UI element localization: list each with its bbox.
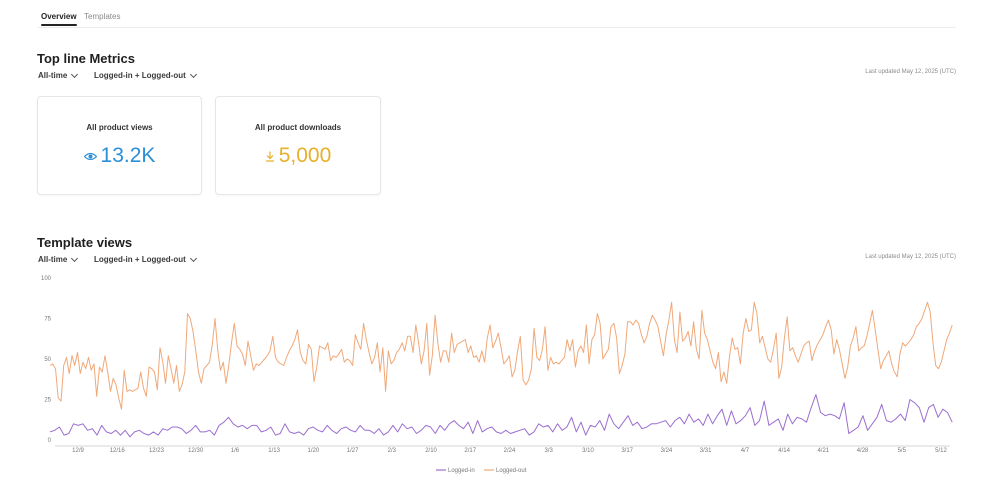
chevron-down-icon	[189, 254, 197, 262]
chevron-down-icon	[71, 70, 79, 78]
y-tick-label: 25	[44, 398, 51, 404]
user-filter-label: Logged-in + Logged-out	[94, 255, 186, 264]
user-filter-label: Logged-in + Logged-out	[94, 71, 186, 80]
x-tick-label: 12/16	[110, 448, 126, 454]
x-tick-label: 2/10	[425, 448, 437, 454]
card-title: All product downloads	[254, 123, 342, 132]
top-line-metrics-title: Top line Metrics	[37, 51, 135, 66]
last-updated-text: Last updated May 12, 2025 (UTC)	[865, 254, 956, 260]
x-tick-label: 3/10	[582, 448, 594, 454]
user-filter-dropdown[interactable]: Logged-in + Logged-out	[94, 70, 197, 80]
x-tick-label: 3/24	[661, 448, 673, 454]
series-line-logged-out	[49, 301, 953, 410]
views-count: 13.2K	[100, 144, 156, 167]
tab-overview[interactable]: Overview	[41, 12, 77, 26]
card-value: 13.2K	[38, 144, 201, 168]
tab-bar: Overview Templates	[38, 0, 956, 28]
x-tick-label: 12/9	[72, 448, 84, 454]
x-tick-label: 5/5	[898, 448, 907, 454]
x-tick-label: 12/30	[188, 448, 204, 454]
x-tick-label: 4/28	[857, 448, 869, 454]
x-tick-label: 3/17	[621, 448, 633, 454]
x-tick-label: 4/14	[778, 448, 790, 454]
x-tick-label: 4/7	[741, 448, 750, 454]
y-tick-label: 75	[44, 317, 51, 323]
y-tick-label: 0	[48, 438, 52, 444]
card-value: 5,000	[216, 144, 380, 168]
x-tick-label: 5/12	[935, 448, 947, 454]
time-filter-dropdown[interactable]: All-time	[38, 254, 79, 264]
y-tick-label: 100	[41, 276, 52, 282]
x-tick-label: 2/3	[388, 448, 397, 454]
last-updated-text: Last updated May 12, 2025 (UTC)	[865, 69, 956, 75]
x-tick-label: 3/3	[545, 448, 554, 454]
chevron-down-icon	[189, 70, 197, 78]
tab-templates[interactable]: Templates	[84, 12, 121, 21]
time-filter-dropdown[interactable]: All-time	[38, 70, 79, 80]
chevron-down-icon	[71, 254, 79, 262]
card-title: All product views	[86, 123, 153, 132]
template-views-title: Template views	[37, 235, 133, 250]
x-tick-label: 12/23	[149, 448, 165, 454]
download-icon	[265, 151, 274, 162]
downloads-count: 5,000	[278, 144, 332, 167]
time-filter-label: All-time	[38, 255, 68, 264]
series-line-logged-in	[49, 394, 953, 438]
x-tick-label: 1/27	[347, 448, 359, 454]
x-tick-label: 1/20	[308, 448, 320, 454]
x-tick-label: 3/31	[700, 448, 712, 454]
legend-entry: Logged-out	[496, 468, 527, 474]
user-filter-dropdown[interactable]: Logged-in + Logged-out	[94, 254, 197, 264]
product-views-card: All product views 13.2K	[37, 96, 202, 195]
x-tick-label: 1/6	[231, 448, 240, 454]
x-tick-label: 1/13	[268, 448, 280, 454]
legend-entry: Logged-in	[448, 468, 475, 474]
y-tick-label: 50	[44, 357, 51, 363]
product-downloads-card: All product downloads 5,000	[215, 96, 381, 195]
eye-icon	[83, 152, 97, 160]
time-filter-label: All-time	[38, 71, 68, 80]
x-tick-label: 2/24	[504, 448, 516, 454]
x-tick-label: 2/17	[464, 448, 476, 454]
x-tick-label: 4/21	[817, 448, 829, 454]
